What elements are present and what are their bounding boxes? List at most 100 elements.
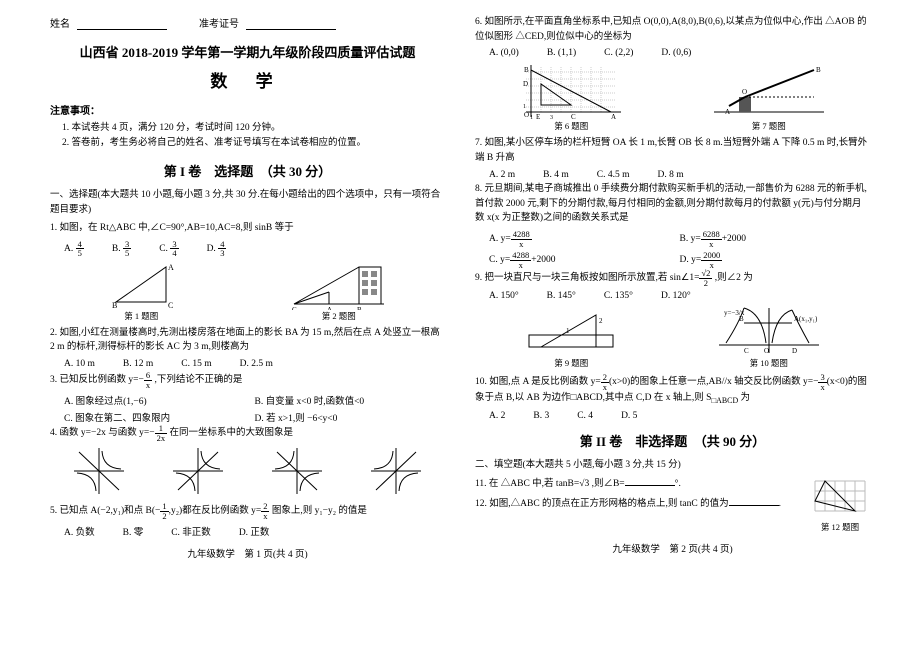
q1-text: 1. 如图，在 Rt△ABC 中,∠C=90°,AB=10,AC=8,则 sin… bbox=[50, 221, 445, 236]
q7-b: B. 4 m bbox=[543, 170, 569, 180]
svg-text:B: B bbox=[357, 306, 362, 310]
q9-a: A. 150° bbox=[489, 291, 519, 301]
q3-b: B. 自变量 x<0 时,函数值<0 bbox=[255, 393, 446, 407]
group-1-heading: 一、选择题(本大题共 10 小题,每小题 3 分,共 30 分.在每小题给出的四… bbox=[50, 188, 445, 217]
q6-fig: OBA DEC 131 第 6 题图 bbox=[516, 62, 626, 132]
barrier-icon: A B O bbox=[709, 62, 829, 120]
coord-grid-icon: OBA DEC 131 bbox=[516, 62, 626, 120]
subject: 数 学 bbox=[50, 67, 445, 92]
grid-triangle-icon bbox=[810, 476, 870, 521]
svg-text:1: 1 bbox=[566, 327, 570, 335]
q12-fig: 第 12 题图 bbox=[810, 476, 870, 533]
q10-text: 10. 如图,点 A 是反比例函数 y=2x(x>0)的图象上任意一点,AB//… bbox=[475, 373, 870, 407]
svg-text:3: 3 bbox=[550, 115, 553, 120]
q6-text: 6. 如图所示,在平面直角坐标系中,已知点 O(0,0),A(8,0),B(0,… bbox=[475, 15, 870, 44]
ruler-triangle-icon: 12 bbox=[521, 305, 621, 357]
name-label: 姓名 bbox=[50, 19, 70, 30]
q2-text: 2. 如图,小红在测量楼高时,先测出楼房落在地面上的影长 BA 为 15 m,然… bbox=[50, 326, 445, 355]
q1-d: D. 43 bbox=[207, 240, 227, 258]
svg-text:B: B bbox=[112, 301, 117, 310]
q12-text: 12. 如图,△ABC 的顶点在正方形网格的格点上,则 tanC 的值为. bbox=[475, 496, 802, 512]
svg-text:A: A bbox=[725, 108, 730, 116]
section-2-heading: 第 II 卷 非选择题 （共 90 分） bbox=[475, 431, 870, 450]
q9-text: 9. 把一块直尺与一块三角板按如图所示放置,若 sin∠1=√22 ,则∠2 为 bbox=[475, 269, 870, 287]
notice-2: 2. 答卷前，考生务必将自己的姓名、准考证号填写在本试卷相应的位置。 bbox=[62, 136, 445, 151]
q10-c: C. 4 bbox=[577, 411, 593, 421]
svg-text:C: C bbox=[292, 306, 297, 310]
notice-heading: 注意事项： bbox=[50, 102, 445, 117]
admit-label: 准考证号 bbox=[199, 19, 239, 30]
svg-text:O: O bbox=[742, 88, 747, 96]
svg-text:A: A bbox=[168, 263, 174, 272]
q10-a: A. 2 bbox=[489, 411, 505, 421]
q9-options: A. 150° B. 145° C. 135° D. 120° bbox=[489, 291, 870, 301]
q8-options: A. y=4288x B. y=6288x+2000 C. y=4288x+20… bbox=[489, 230, 870, 269]
q8-text: 8. 元旦期间,某电子商城推出 0 手续费分期付款购买新手机的活动,一部售价为 … bbox=[475, 182, 870, 226]
q7-a: A. 2 m bbox=[489, 170, 515, 180]
triangle-icon: B C A bbox=[106, 262, 176, 310]
q7-text: 7. 如图,某小区停车场的栏杆短臂 OA 长 1 m,长臂 OB 长 8 m.当… bbox=[475, 136, 870, 165]
q5-d: D. 正数 bbox=[239, 524, 270, 538]
svg-text:C: C bbox=[744, 347, 749, 355]
q10-b: B. 3 bbox=[533, 411, 549, 421]
svg-text:B: B bbox=[524, 66, 529, 74]
svg-text:1: 1 bbox=[530, 115, 533, 120]
svg-text:D: D bbox=[523, 80, 528, 88]
q4-text: 4. 函数 y=−2x 与函数 y=−12x 在同一坐标系中的大致图象是 bbox=[50, 424, 445, 442]
q1-b: B. 35 bbox=[112, 240, 131, 258]
q4-figs: A B C D bbox=[50, 446, 445, 496]
q6-cap: 第 6 题图 bbox=[516, 120, 626, 132]
exam-paper: 姓名 准考证号 山西省 2018-2019 学年第一学期九年级阶段四质量评估试题… bbox=[0, 0, 920, 565]
header-fields: 姓名 准考证号 bbox=[50, 15, 445, 30]
q8-d: D. y=2000x bbox=[680, 251, 871, 269]
svg-text:y=−3/x: y=−3/x bbox=[724, 309, 745, 317]
q2-fig: CAB 第 2 题图 bbox=[289, 262, 389, 322]
graph-c-icon: C bbox=[267, 446, 327, 496]
q11-q12-row: 11. 在 △ABC 中,若 tanB=√3 ,则∠B=°. 12. 如图,△A… bbox=[475, 476, 870, 533]
svg-text:C: C bbox=[168, 301, 173, 310]
q10-cap: 第 10 题图 bbox=[714, 357, 824, 369]
q3-options: A. 图象经过点(1,−6) B. 自变量 x<0 时,函数值<0 C. 图象在… bbox=[64, 393, 445, 424]
q2-a: A. 10 m bbox=[64, 359, 95, 369]
graph-b-icon: B bbox=[168, 446, 228, 496]
footer-1: 九年级数学 第 1 页(共 4 页) bbox=[50, 546, 445, 560]
q5-options: A. 负数 B. 零 C. 非正数 D. 正数 bbox=[64, 524, 445, 538]
svg-text:A(x₁,y₁): A(x₁,y₁) bbox=[794, 315, 818, 323]
svg-text:E: E bbox=[536, 113, 540, 120]
page-1: 姓名 准考证号 山西省 2018-2019 学年第一学期九年级阶段四质量评估试题… bbox=[50, 15, 445, 560]
svg-text:B: B bbox=[816, 66, 821, 74]
q3-a: A. 图象经过点(1,−6) bbox=[64, 393, 255, 407]
svg-text:O: O bbox=[524, 111, 529, 119]
q8-b: B. y=6288x+2000 bbox=[680, 230, 871, 248]
graph-d-icon: D bbox=[366, 446, 426, 496]
q10-options: A. 2 B. 3 C. 4 D. 5 bbox=[489, 411, 870, 421]
q6-q7-figs: OBA DEC 131 第 6 题图 ABO 第 7 题图 bbox=[475, 62, 870, 132]
q8-a: A. y=4288x bbox=[489, 230, 680, 248]
notice-1: 1. 本试卷共 4 页，满分 120 分，考试时间 120 分钟。 bbox=[62, 121, 445, 136]
q1-options: A. 45 B. 35 C. 34 D. 43 bbox=[64, 240, 445, 258]
q6-d: D. (0,6) bbox=[661, 48, 691, 58]
q9-fig: 12 第 9 题图 bbox=[521, 305, 621, 369]
q2-cap: 第 2 题图 bbox=[289, 310, 389, 322]
q2-c: C. 15 m bbox=[181, 359, 211, 369]
q7-c: C. 4.5 m bbox=[597, 170, 630, 180]
svg-text:D: D bbox=[792, 347, 797, 355]
q5-a: A. 负数 bbox=[64, 524, 95, 538]
q2-d: D. 2.5 m bbox=[240, 359, 273, 369]
q10-fig: BA(x₁,y₁) COD y=−3/x 第 10 题图 bbox=[714, 305, 824, 369]
svg-text:A: A bbox=[611, 113, 616, 120]
q7-options: A. 2 m B. 4 m C. 4.5 m D. 8 m bbox=[489, 170, 870, 180]
svg-text:C: C bbox=[571, 113, 576, 120]
q3-text: 3. 已知反比例函数 y=−6x ,下列结论不正确的是 bbox=[50, 371, 445, 389]
q11-text: 11. 在 △ABC 中,若 tanB=√3 ,则∠B=°. bbox=[475, 476, 802, 492]
q2-options: A. 10 m B. 12 m C. 15 m D. 2.5 m bbox=[64, 359, 445, 369]
q1-cap: 第 1 题图 bbox=[106, 310, 176, 322]
q9-d: D. 120° bbox=[661, 291, 691, 301]
q3-c: C. 图象在第二、四象限内 bbox=[64, 410, 255, 424]
q10-d: D. 5 bbox=[621, 411, 637, 421]
q6-options: A. (0,0) B. (1,1) C. (2,2) D. (0,6) bbox=[489, 48, 870, 58]
q1-c: C. 34 bbox=[159, 240, 178, 258]
q9-b: B. 145° bbox=[547, 291, 576, 301]
q7-fig: ABO 第 7 题图 bbox=[709, 62, 829, 132]
q9-c: C. 135° bbox=[604, 291, 633, 301]
